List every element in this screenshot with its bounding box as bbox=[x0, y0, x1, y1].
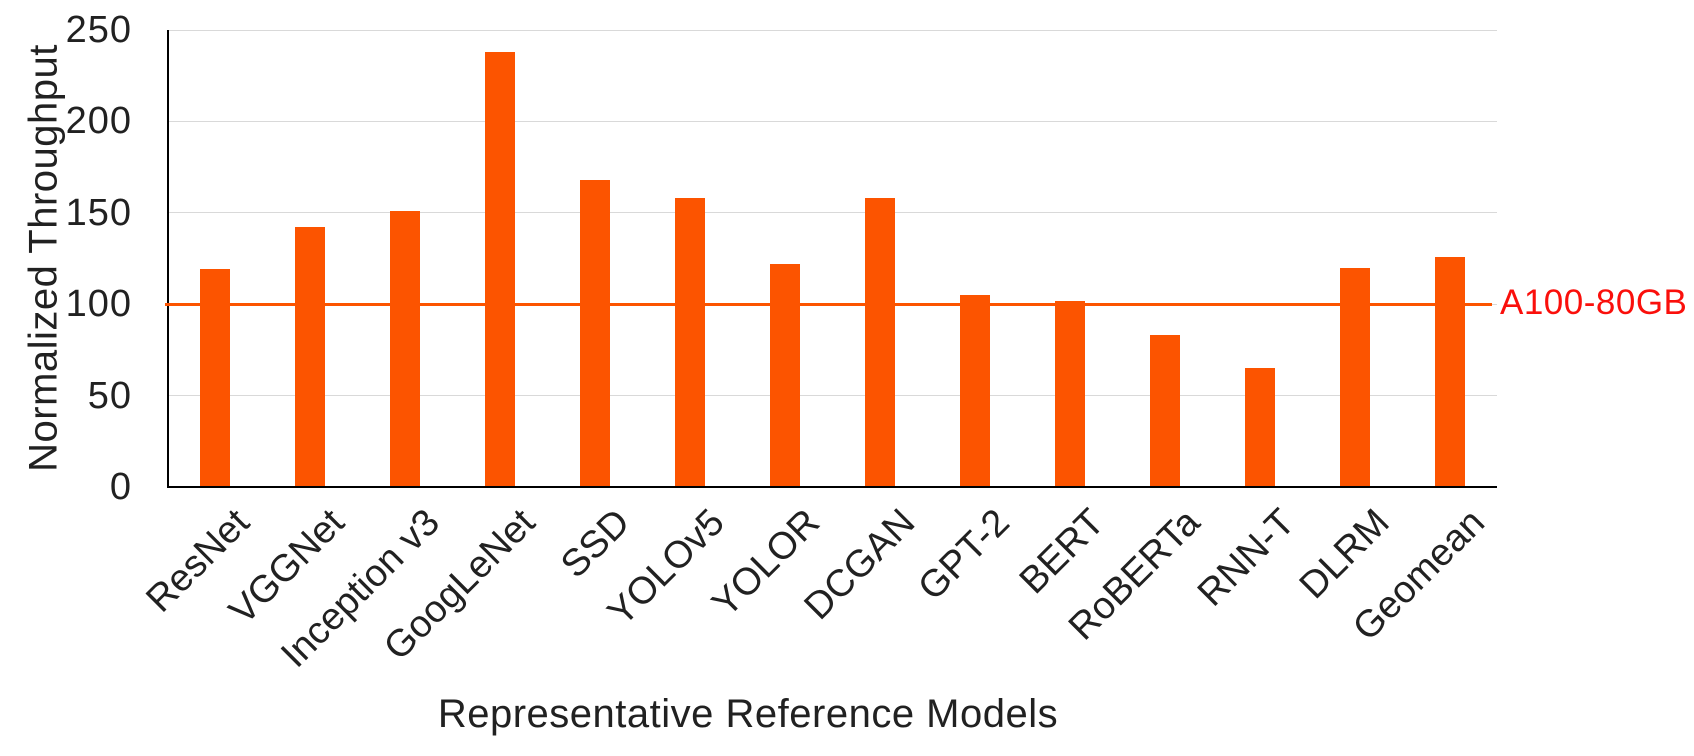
bar bbox=[1245, 368, 1275, 486]
bar bbox=[1435, 256, 1465, 486]
bar bbox=[295, 227, 325, 486]
bar bbox=[865, 198, 895, 486]
x-axis-title: Representative Reference Models bbox=[437, 692, 1059, 736]
y-tick-label: 0 bbox=[109, 466, 132, 508]
bar bbox=[770, 263, 800, 486]
bar bbox=[1150, 335, 1180, 486]
y-tick-label: 50 bbox=[87, 374, 132, 417]
x-tick-label: SSD bbox=[553, 501, 638, 587]
bar bbox=[675, 198, 705, 486]
y-tick-label: 100 bbox=[65, 283, 132, 326]
bar bbox=[485, 51, 515, 486]
bar bbox=[580, 179, 610, 486]
y-tick-label: 200 bbox=[65, 100, 132, 143]
bar bbox=[1055, 300, 1085, 486]
x-axis-line bbox=[167, 486, 1497, 488]
bar bbox=[390, 210, 420, 486]
y-tick-label: 150 bbox=[65, 191, 132, 234]
x-tick-label: GPT-2 bbox=[910, 501, 1018, 609]
y-axis-line bbox=[167, 30, 169, 487]
gridline bbox=[168, 395, 1497, 397]
y-tick-label: 250 bbox=[65, 9, 132, 51]
reference-line-label: A100-80GB bbox=[1500, 283, 1688, 323]
gridline bbox=[168, 29, 1497, 31]
x-tick-label: RNN-T bbox=[1189, 501, 1303, 615]
gridline bbox=[168, 212, 1497, 214]
gridline bbox=[168, 120, 1497, 122]
bar bbox=[960, 295, 990, 486]
bar bbox=[1340, 267, 1370, 486]
reference-line bbox=[165, 302, 1492, 306]
